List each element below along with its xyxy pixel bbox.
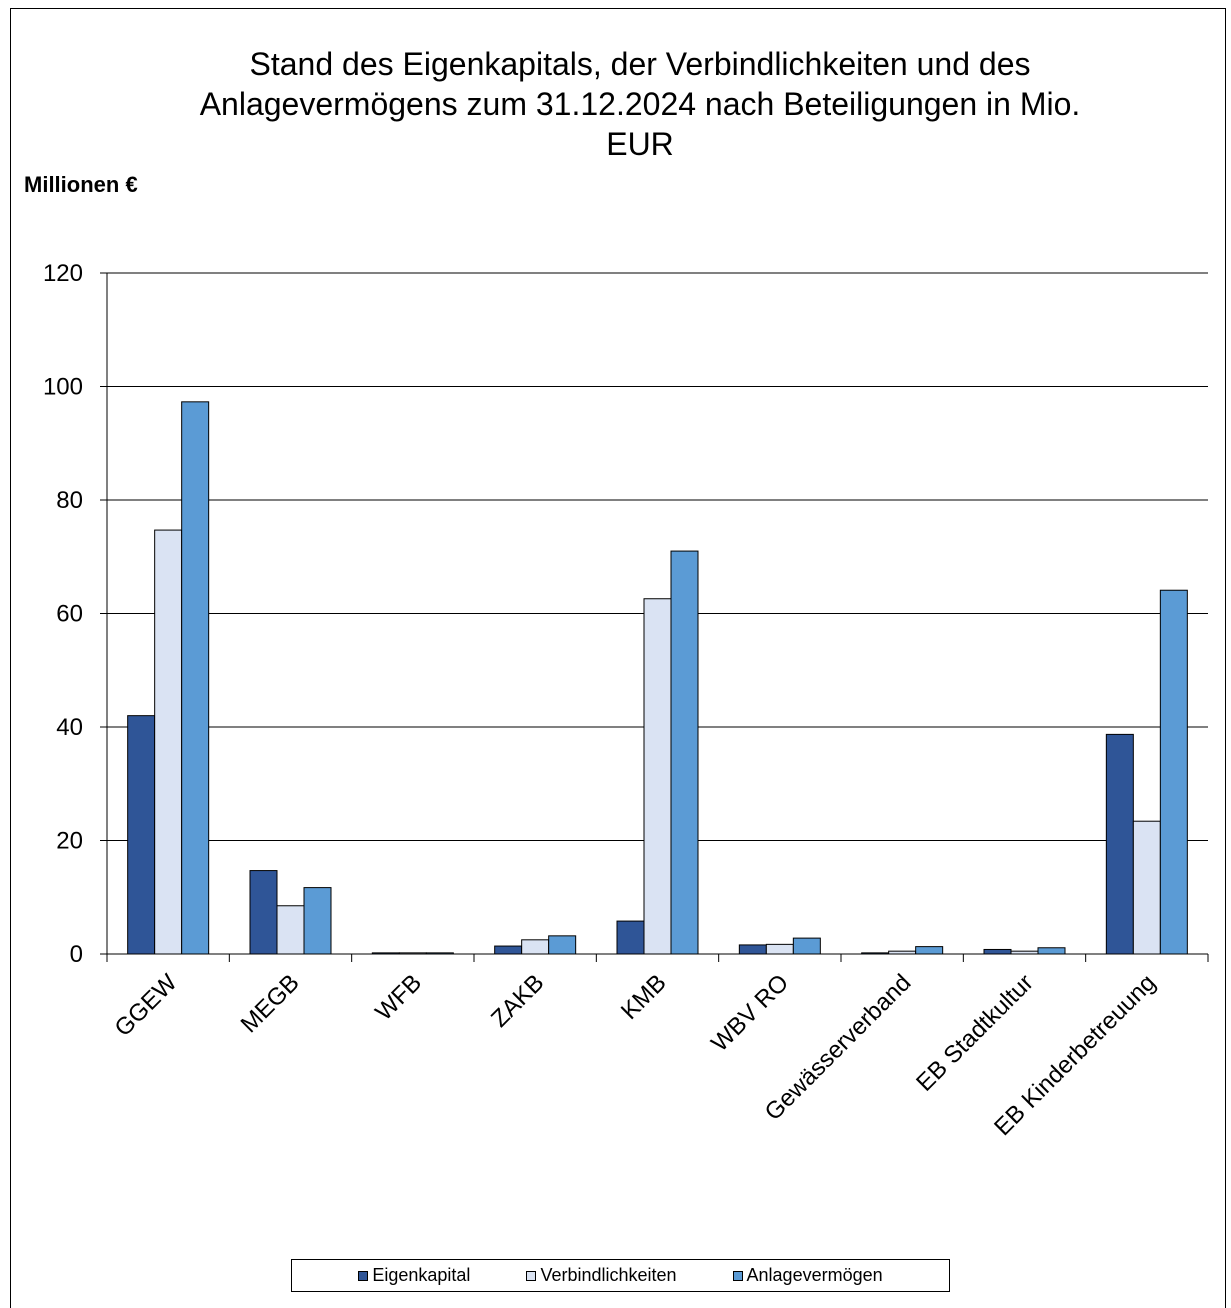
chart-title: Stand des Eigenkapitals, der Verbindlich… (120, 44, 1160, 164)
x-tick-label: EB Stadtkultur (911, 969, 1039, 1097)
legend-label-anlagevermoegen: Anlagevermögen (746, 1265, 883, 1285)
bar-anlagevermögen (1159, 589, 1188, 955)
chart-title-line-3: EUR (606, 126, 674, 162)
legend-swatch-anlagevermoegen (732, 1270, 743, 1281)
legend-swatch-eigenkapital (358, 1270, 369, 1281)
legend-label-verbindlichkeiten: Verbindlichkeiten (540, 1265, 677, 1285)
y-tick-label: 0 (70, 941, 83, 968)
y-tick-label: 100 (43, 374, 83, 401)
chart-title-line-1: Stand des Eigenkapitals, der Verbindlich… (249, 46, 1031, 82)
legend-item-anlagevermoegen: Anlagevermögen (732, 1265, 883, 1286)
bar-anlagevermögen (548, 935, 577, 955)
bar-anlagevermögen (181, 401, 210, 955)
bar-anlagevermögen (792, 937, 821, 955)
bar-verbindlichkeiten (1132, 820, 1161, 955)
legend: Eigenkapital Verbindlichkeiten Anlagever… (291, 1259, 950, 1292)
bar-eigenkapital (1105, 733, 1134, 955)
x-tick-label: MEGB (236, 969, 305, 1038)
legend-label-eigenkapital: Eigenkapital (372, 1265, 471, 1285)
x-tick-label: ZAKB (486, 969, 549, 1032)
y-axis-unit-label: Millionen € (24, 172, 138, 197)
bar-anlagevermögen (670, 550, 699, 955)
bar-verbindlichkeiten (643, 598, 672, 955)
bar-anlagevermögen (303, 887, 332, 955)
legend-swatch-verbindlichkeiten (526, 1270, 537, 1281)
bar-anlagevermögen (1037, 947, 1066, 955)
axes (100, 272, 1209, 962)
legend-item-verbindlichkeiten: Verbindlichkeiten (526, 1265, 677, 1286)
bar-eigenkapital (494, 945, 523, 955)
bars (127, 401, 1188, 955)
bar-eigenkapital (738, 944, 767, 955)
y-tick-label: 120 (43, 260, 83, 287)
bar-eigenkapital (127, 715, 156, 955)
chart-title-line-2: Anlagevermögens zum 31.12.2024 nach Bete… (199, 86, 1081, 122)
bar-verbindlichkeiten (521, 939, 550, 955)
x-tick-label: KMB (616, 969, 672, 1025)
x-tick-label: WBV RO (706, 969, 794, 1057)
bar-eigenkapital (983, 948, 1012, 955)
bar-eigenkapital (616, 920, 645, 955)
bar-verbindlichkeiten (154, 529, 183, 955)
y-tick-label: 20 (56, 828, 83, 855)
chart-frame (10, 8, 1226, 1308)
bar-anlagevermögen (915, 946, 944, 955)
x-tick-label: GGEW (110, 969, 183, 1042)
y-tick-label: 80 (56, 487, 83, 514)
bar-verbindlichkeiten (276, 905, 305, 955)
y-tick-label: 60 (56, 601, 83, 628)
y-tick-label: 40 (56, 714, 83, 741)
x-tick-label: WFB (370, 969, 427, 1026)
bar-eigenkapital (249, 870, 278, 955)
legend-item-eigenkapital: Eigenkapital (358, 1265, 470, 1286)
bar-verbindlichkeiten (765, 943, 794, 955)
